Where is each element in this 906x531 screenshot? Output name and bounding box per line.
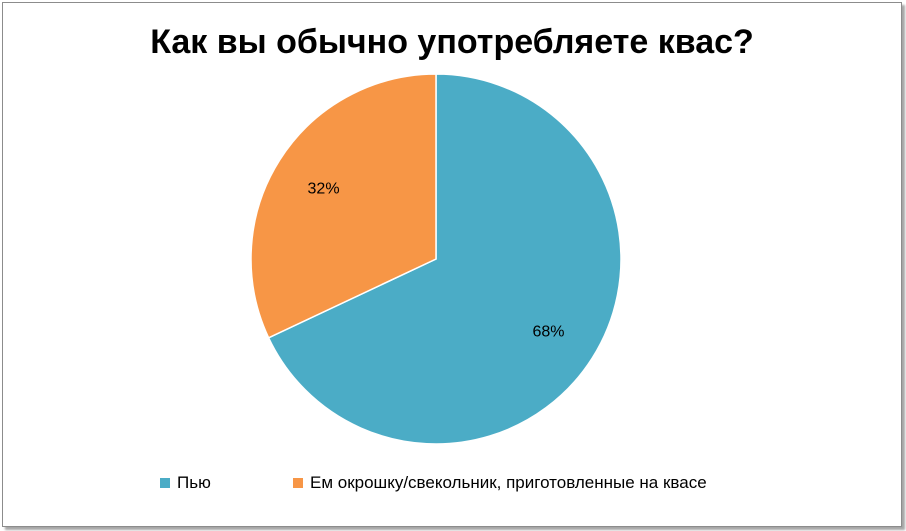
legend: Пью Ем окрошку/свекольник, приготовленны… [3,473,901,495]
legend-swatch-drink [160,478,170,488]
pie-chart: 68% 32% [250,73,622,445]
legend-item-okroshka: Ем окрошку/свекольник, приготовленные на… [293,473,707,493]
legend-label-okroshka: Ем окрошку/свекольник, приготовленные на… [310,473,707,492]
legend-item-drink: Пью [160,473,211,493]
data-label-okroshka: 32% [308,181,340,198]
legend-swatch-okroshka [293,478,303,488]
chart-title: Как вы обычно употребляете квас? [150,23,754,61]
pie-slice-drink [267,73,622,445]
pie-slice-okroshka [250,73,437,339]
data-label-drink: 68% [532,323,564,340]
legend-label-drink: Пью [177,473,211,492]
